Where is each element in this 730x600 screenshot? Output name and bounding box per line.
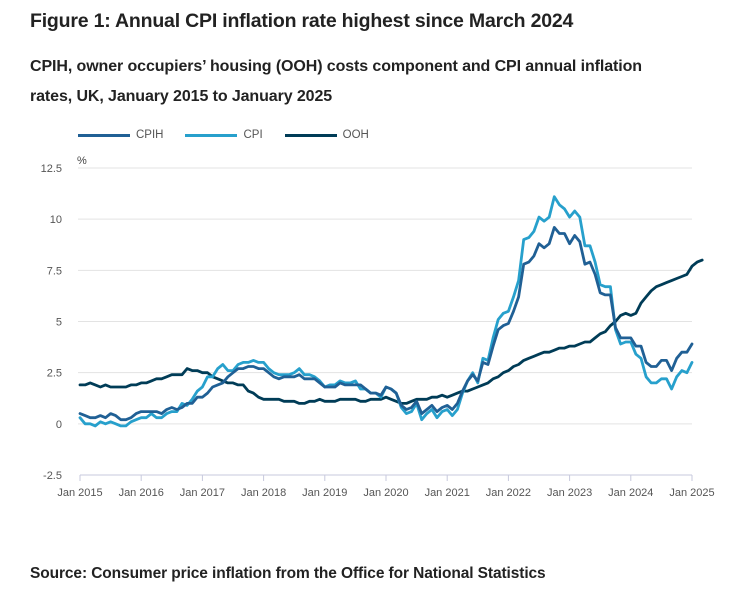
series-line-ooh — [78, 258, 704, 405]
source-note: Source: Consumer price inflation from th… — [30, 565, 546, 582]
x-tick-label: Jan 2022 — [486, 487, 531, 499]
legend-swatch-cpih — [78, 133, 130, 137]
legend-swatch-ooh — [284, 133, 337, 137]
x-tick-label: Jan 2018 — [241, 487, 286, 499]
y-axis-unit-label: % — [77, 155, 87, 167]
x-tick-label: Jan 2015 — [57, 487, 102, 499]
legend-item-cpi[interactable]: CPI — [185, 129, 263, 141]
series-line-cpi — [78, 195, 694, 428]
figure-subtitle: CPIH, owner occupiers’ housing (OOH) cos… — [30, 58, 642, 105]
y-tick-label: -2.5 — [43, 470, 62, 482]
x-tick-label: Jan 2016 — [119, 487, 164, 499]
series-line-cpih — [78, 226, 694, 422]
legend-label-cpi: CPI — [243, 129, 263, 141]
legend-label-cpih: CPIH — [136, 129, 164, 141]
gridlines — [78, 167, 692, 425]
x-tick-label: Jan 2023 — [547, 487, 592, 499]
x-tick-label: Jan 2020 — [363, 487, 408, 499]
y-tick-label: 5 — [56, 317, 62, 329]
legend-item-ooh[interactable]: OOH — [284, 129, 369, 141]
legend-swatch-cpi — [185, 133, 238, 137]
figure-title: Figure 1: Annual CPI inflation rate high… — [30, 10, 574, 32]
series-lines — [78, 195, 704, 428]
x-tick-label: Jan 2025 — [669, 487, 714, 499]
legend: CPIH CPI OOH — [78, 127, 391, 143]
x-tick-label: Jan 2017 — [180, 487, 225, 499]
y-tick-label: 10 — [50, 214, 62, 226]
legend-label-ooh: OOH — [342, 129, 369, 141]
y-tick-label: 2.5 — [47, 368, 62, 380]
legend-item-cpih[interactable]: CPIH — [78, 129, 163, 141]
x-tick-label: Jan 2019 — [302, 487, 347, 499]
x-tick-label: Jan 2021 — [425, 487, 470, 499]
y-tick-label: 12.5 — [41, 163, 62, 175]
x-tick-label: Jan 2024 — [608, 487, 653, 499]
y-tick-label: 7.5 — [47, 265, 62, 277]
y-axis: -2.5 0 2.5 5 7.5 10 12.5 — [41, 163, 62, 482]
x-axis: Jan 2015 Jan 2016 Jan 2017 Jan 2018 Jan 2019… — [57, 474, 715, 499]
y-tick-label: 0 — [56, 419, 62, 431]
